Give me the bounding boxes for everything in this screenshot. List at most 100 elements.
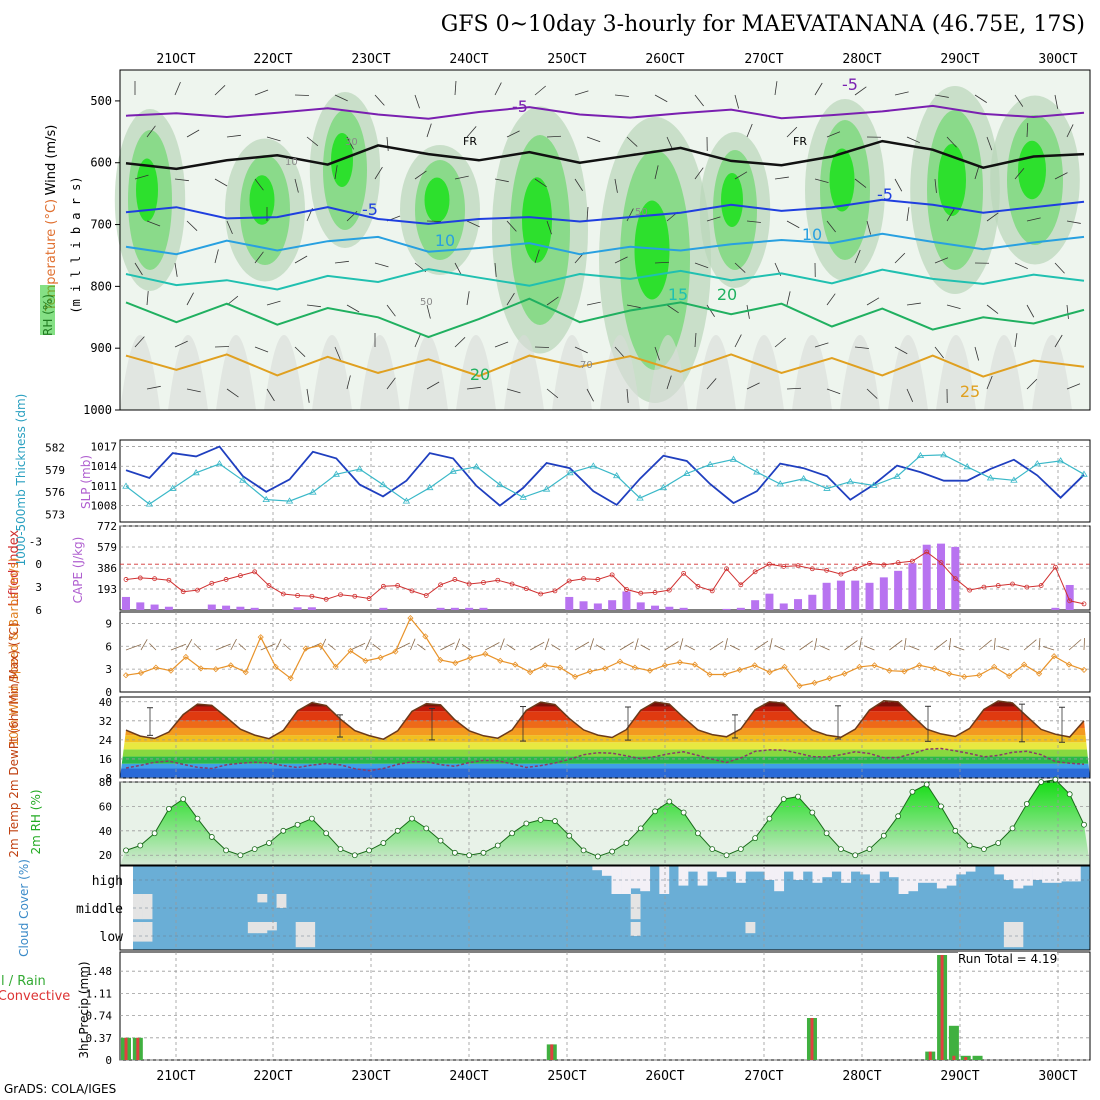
wind10-barb xyxy=(238,643,247,651)
thickness-marker xyxy=(285,497,294,504)
rh-marker xyxy=(466,852,473,859)
pressure-tick-label: 600 xyxy=(90,156,112,170)
upper-wind-barb xyxy=(934,94,949,98)
wind10-barb xyxy=(1068,639,1082,651)
upper-wind-barb xyxy=(1026,304,1035,318)
wind10-barb xyxy=(260,643,276,651)
rh-marker xyxy=(823,830,830,837)
upper-wind-barb xyxy=(734,334,742,348)
wind10-barb xyxy=(440,642,455,651)
upper-wind-barb xyxy=(906,136,920,144)
thickness-tick-label: 573 xyxy=(45,509,65,522)
cape-bar xyxy=(651,605,660,610)
upper-wind-barb xyxy=(546,296,559,306)
wind10-barb xyxy=(844,640,858,651)
upper-wind-barb xyxy=(186,129,200,138)
dewpoint-line xyxy=(125,747,1085,772)
upper-wind-barb xyxy=(214,178,228,187)
slp-tick-label: 1011 xyxy=(91,480,118,493)
rh-marker xyxy=(923,781,930,788)
wind10-marker xyxy=(302,645,309,652)
wind10-barb xyxy=(859,638,862,651)
cloud-high-cell xyxy=(630,866,641,889)
wind10-tick-label: 6 xyxy=(105,640,112,653)
upper-wind-barb xyxy=(706,378,717,390)
upper-wind-barb xyxy=(654,165,659,180)
upper-wind-barb xyxy=(986,375,993,390)
upper-wind-barb xyxy=(454,262,462,276)
wind10-barb xyxy=(903,638,907,651)
wind10-barb xyxy=(595,644,606,651)
upper-wind-barb xyxy=(826,293,836,306)
wind10-barb xyxy=(754,640,769,651)
upper-wind-barb xyxy=(134,262,143,276)
rh-tongue xyxy=(1032,335,1072,410)
wind10-axis-label: 10m Wind Speed & Barbs (m/s) xyxy=(7,558,21,747)
upper-wind-barb xyxy=(654,346,660,361)
thickness-marker xyxy=(823,484,831,491)
upper-wind-barb xyxy=(466,126,477,138)
lifted-marker xyxy=(323,596,329,602)
upper-wind-barb xyxy=(906,302,921,306)
wind10-marker xyxy=(347,647,354,654)
cape-tick-label: 386 xyxy=(97,562,117,575)
cloud-high-cell xyxy=(869,866,880,883)
top-date-label: 26OCT xyxy=(645,52,684,67)
upper-wind-barb xyxy=(654,94,668,103)
wind10-barb xyxy=(544,638,550,651)
upper-wind-barb xyxy=(1066,220,1081,224)
isotherm-label: -5 xyxy=(877,185,893,204)
upper-wind-barb xyxy=(774,337,786,348)
precip-convective-bar xyxy=(964,1057,968,1060)
wind10-barb xyxy=(454,638,461,651)
upper-wind-barb xyxy=(254,178,264,191)
wind10-barb xyxy=(819,645,830,651)
lifted-marker xyxy=(738,582,744,588)
thickness-marker xyxy=(846,477,855,485)
cloud-high-cell xyxy=(936,866,947,889)
cape-bar xyxy=(894,570,903,610)
thickness-line xyxy=(125,454,1085,505)
wind10-marker xyxy=(392,648,399,655)
rh-marker xyxy=(165,805,172,812)
wind-axis-label: Wind (m/s) xyxy=(44,125,59,196)
upper-wind-barb xyxy=(986,136,993,151)
wind10-barb xyxy=(953,645,965,651)
thickness-axis-label: 1000-500mb Thickness (dm) xyxy=(14,394,28,567)
cloud-level-label: middle xyxy=(76,902,123,917)
upper-wind-barb xyxy=(934,346,944,359)
rh-marker xyxy=(709,846,716,853)
cape-bar xyxy=(679,607,688,610)
thickness-marker xyxy=(169,484,177,491)
rh-marker xyxy=(151,830,158,837)
thickness-marker xyxy=(239,476,247,483)
thickness-marker xyxy=(426,483,434,491)
upper-wind-barb xyxy=(1054,172,1068,180)
cape-bar xyxy=(579,601,588,610)
rh-marker xyxy=(723,852,730,859)
rh-tick-label: 20 xyxy=(99,849,112,862)
lifted-marker xyxy=(423,593,429,598)
upper-wind-barb xyxy=(266,300,281,306)
cape-bar xyxy=(779,603,788,610)
upper-wind-barb xyxy=(774,81,778,96)
upper-wind-barb xyxy=(906,207,910,222)
cape-bar xyxy=(1065,584,1074,610)
slp-tick-label: 1008 xyxy=(91,500,118,513)
lifted-marker xyxy=(838,571,844,577)
upper-wind-barb xyxy=(1054,94,1059,109)
rh-contour-label: 10 xyxy=(285,157,298,168)
top-date-label: 24OCT xyxy=(449,52,488,67)
upper-wind-barb xyxy=(786,220,800,229)
rh-shade-peak xyxy=(829,148,855,212)
upper-wind-barb xyxy=(414,170,427,180)
lifted-marker xyxy=(852,566,858,572)
upper-wind-barb xyxy=(294,178,299,193)
rh-tongue xyxy=(312,335,352,410)
rh-marker xyxy=(351,852,358,859)
lifted-marker xyxy=(666,587,672,593)
wind10-barb xyxy=(729,644,740,651)
wind10-marker xyxy=(362,657,369,664)
rh-marker xyxy=(266,840,272,846)
